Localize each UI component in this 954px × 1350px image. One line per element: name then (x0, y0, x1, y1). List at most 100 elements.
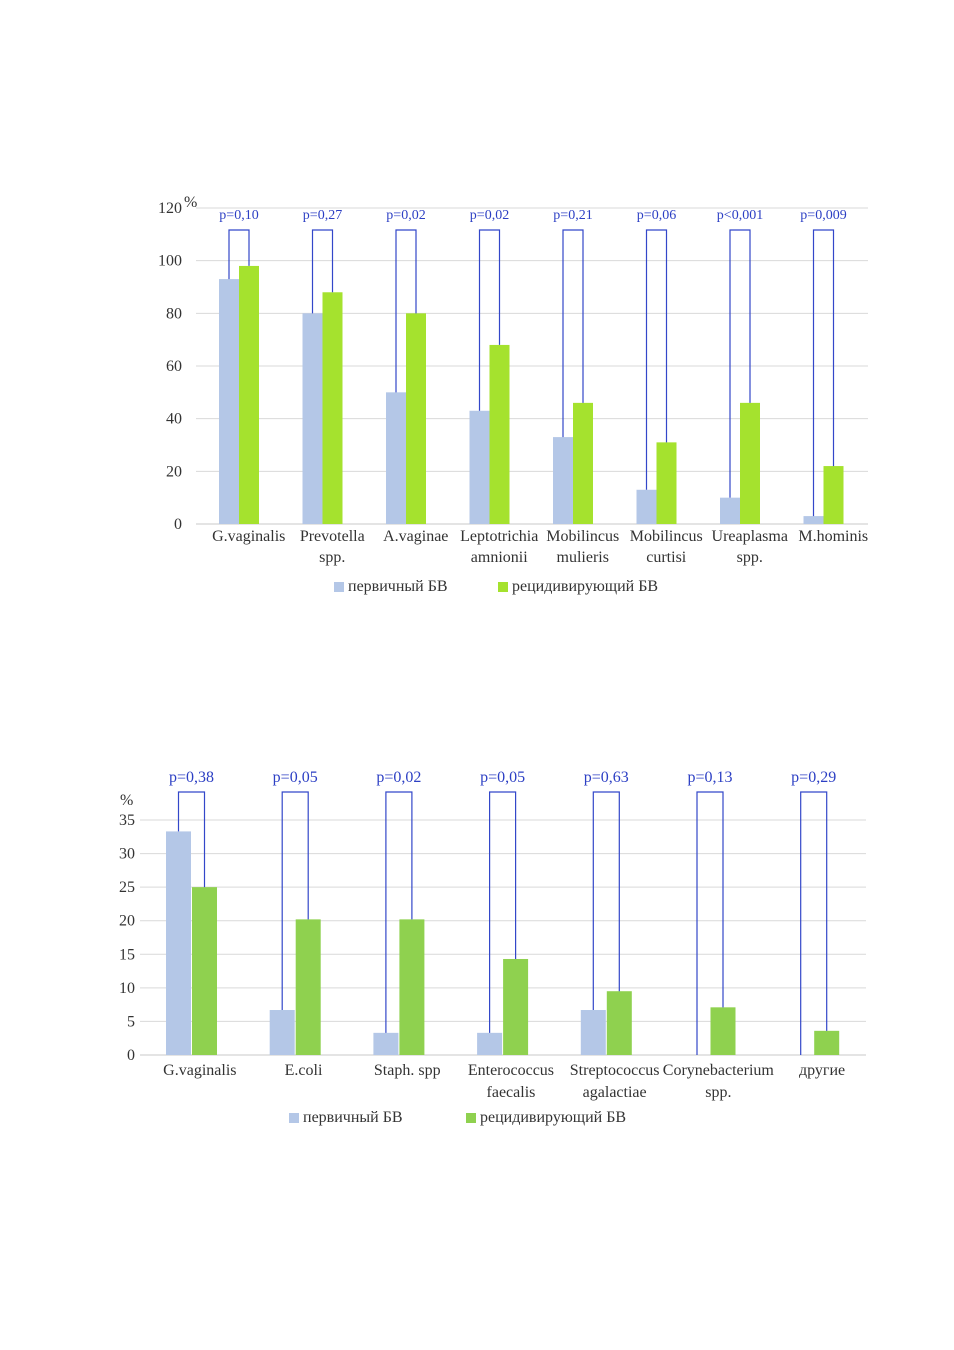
p-value-label: p=0,009 (800, 208, 846, 223)
legend-swatch-primary (289, 1113, 299, 1123)
p-value-label: p=0,06 (637, 208, 676, 223)
bar-primary (219, 279, 239, 524)
significance-bracket (489, 791, 517, 1033)
bar-recurrent (656, 442, 677, 524)
significance-bracket (281, 791, 309, 1011)
x-category-label: Prevotella (300, 528, 365, 545)
legend-label-primary: первичный БВ (303, 1109, 403, 1126)
significance-bracket (311, 229, 334, 314)
x-category-label: spp. (737, 549, 763, 566)
significance-bracket (562, 229, 584, 438)
x-category-label: Ureaplasma (712, 528, 788, 545)
bar-recurrent (399, 919, 425, 1055)
x-category-label: M.hominis (798, 528, 868, 545)
p-value-label: p<0,001 (717, 208, 763, 223)
y-unit-label: % (184, 194, 197, 211)
p-value-label: p=0,13 (687, 769, 732, 786)
bar-recurrent (406, 313, 426, 524)
significance-bracket (395, 229, 417, 393)
x-category-label: A.vaginae (383, 528, 448, 545)
y-tick-label: 30 (119, 846, 135, 863)
x-category-label: amnionii (471, 549, 528, 566)
x-category-label: agalactiae (583, 1084, 647, 1101)
significance-bracket (729, 229, 751, 498)
legend-label-primary: первичный БВ (348, 578, 448, 595)
y-tick-label: 10 (119, 980, 135, 997)
bar-recurrent (322, 292, 343, 524)
bar-primary (803, 516, 824, 524)
p-value-label: p=0,38 (169, 769, 214, 786)
x-category-label: G.vaginalis (163, 1062, 236, 1079)
y-tick-label: 15 (119, 946, 135, 963)
p-value-label: p=0,02 (470, 208, 509, 223)
x-category-label: Enterococcus (468, 1062, 554, 1079)
legend-swatch-recurrent (466, 1113, 476, 1123)
chart-aerobic-bacteria: 0 5 10 15 20 25 30 35% p=0,38 G.vaginalis p=0,05 E.… (119, 769, 866, 1126)
bar-recurrent (823, 466, 844, 524)
p-value-label: p=0,02 (386, 208, 425, 223)
y-tick-label: 60 (166, 358, 182, 375)
x-category-label: Leptotrichia (460, 528, 538, 545)
p-value-label: p=0,29 (791, 769, 836, 786)
legend-label-recurrent: рецидивирующий БВ (512, 578, 658, 595)
x-category-label: другие (799, 1062, 845, 1079)
y-tick-label: 40 (166, 411, 182, 428)
x-category-label: mulieris (557, 549, 609, 566)
bar-recurrent (295, 919, 321, 1055)
y-tick-label: 5 (127, 1013, 135, 1030)
y-tick-label: 25 (119, 879, 135, 896)
bar-primary (386, 392, 406, 524)
bar-recurrent (740, 402, 760, 524)
chart-bv-bacteria: 0 20 40 60 80 100 120 % p=0,10 G.vaginalis p=0,27 P… (158, 194, 868, 595)
significance-bracket (592, 791, 620, 1011)
y-tick-label: 20 (119, 913, 135, 930)
bar-recurrent (606, 991, 632, 1055)
p-value-label: p=0,27 (303, 208, 342, 223)
x-category-label: Staph. spp (374, 1062, 441, 1079)
significance-bracket (385, 791, 413, 1033)
x-category-label: Mobilincus (630, 528, 703, 545)
p-value-label: p=0,10 (219, 208, 258, 223)
y-tick-label: 35 (119, 812, 135, 829)
y-tick-label: 100 (158, 253, 182, 270)
legend-swatch-recurrent (498, 582, 508, 592)
x-category-label: Mobilincus (546, 528, 619, 545)
significance-bracket (478, 229, 501, 411)
bar-recurrent (239, 265, 259, 524)
bar-primary (636, 489, 657, 524)
bar-primary (302, 313, 323, 524)
x-category-label: Corynebacterium (663, 1062, 775, 1079)
significance-bracket (696, 791, 724, 1055)
bar-recurrent (814, 1030, 840, 1055)
y-tick-label: 20 (166, 463, 182, 480)
x-category-label: G.vaginalis (212, 528, 285, 545)
bar-recurrent (192, 887, 217, 1055)
x-category-label: faecalis (487, 1084, 536, 1101)
p-value-label: p=0,02 (376, 769, 421, 786)
bar-recurrent (573, 402, 593, 524)
bar-primary (580, 1010, 606, 1055)
significance-bracket (177, 791, 206, 888)
p-value-label: p=0,63 (584, 769, 629, 786)
p-value-label: p=0,21 (553, 208, 592, 223)
x-category-label: spp. (705, 1084, 731, 1101)
y-tick-label: 0 (127, 1047, 135, 1064)
p-value-label: p=0,05 (273, 769, 318, 786)
bar-primary (373, 1032, 399, 1055)
x-category-label: spp. (319, 549, 345, 566)
x-category-label: Streptococcus (570, 1062, 660, 1079)
bar-recurrent (710, 1007, 736, 1055)
bar-recurrent (489, 344, 510, 524)
bar-primary (469, 410, 490, 524)
bar-primary (477, 1032, 503, 1055)
y-unit-label: % (120, 792, 133, 809)
bar-primary (720, 497, 740, 524)
legend-swatch-primary (334, 582, 344, 592)
y-tick-label: 0 (174, 516, 182, 533)
y-tick-label: 120 (158, 200, 182, 217)
bar-primary (553, 437, 573, 524)
significance-bracket (228, 229, 250, 280)
significance-bracket (812, 229, 835, 517)
bar-recurrent (503, 958, 529, 1055)
